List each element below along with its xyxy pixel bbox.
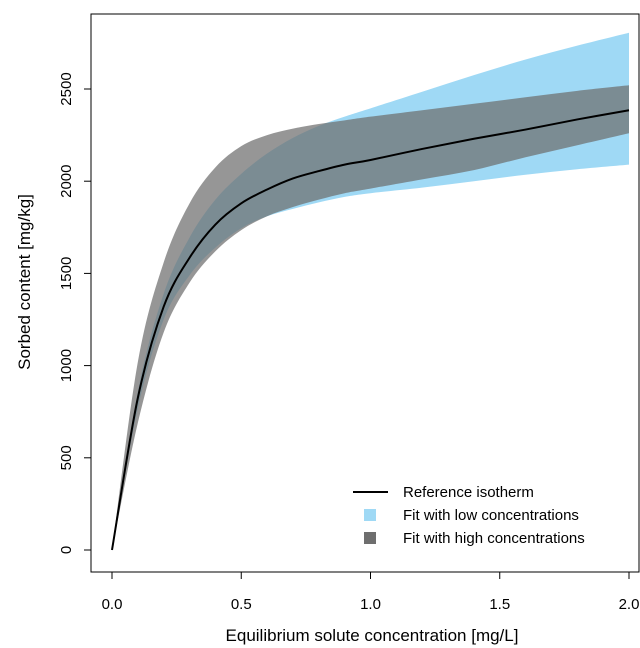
y-tick-label: 500 xyxy=(58,445,75,470)
x-tick-label: 0.0 xyxy=(102,596,123,613)
x-tick-label: 2.0 xyxy=(619,596,640,613)
legend-swatch-high xyxy=(364,532,376,544)
legend-swatch-low xyxy=(364,509,376,521)
x-tick-label: 1.5 xyxy=(489,596,510,613)
y-tick-label: 2500 xyxy=(58,72,75,105)
band-high-concentrations xyxy=(112,85,629,550)
y-tick-label: 0 xyxy=(58,546,75,554)
legend-label: Reference isotherm xyxy=(403,484,534,501)
y-tick-label: 2000 xyxy=(58,165,75,198)
series-lines xyxy=(111,109,630,551)
y-tick-label: 1000 xyxy=(58,349,75,382)
y-axis: 0 500 1000 1500 2000 2500 xyxy=(58,72,92,554)
x-tick-label: 0.5 xyxy=(231,596,252,613)
x-tick-label: 1.0 xyxy=(360,596,381,613)
reference-isotherm-line xyxy=(111,109,630,551)
y-tick-label: 1500 xyxy=(58,257,75,290)
y-axis-title: Sorbed content [mg/kg] xyxy=(15,194,34,370)
x-axis: 0.0 0.5 1.0 1.5 2.0 xyxy=(102,571,640,613)
legend: Reference isotherm Fit with low concentra… xyxy=(353,484,585,547)
legend-label: Fit with high concentrations xyxy=(403,530,585,547)
legend-label: Fit with low concentrations xyxy=(403,507,579,524)
x-axis-title: Equilibrium solute concentration [mg/L] xyxy=(226,626,519,645)
uncertainty-bands xyxy=(112,32,629,550)
